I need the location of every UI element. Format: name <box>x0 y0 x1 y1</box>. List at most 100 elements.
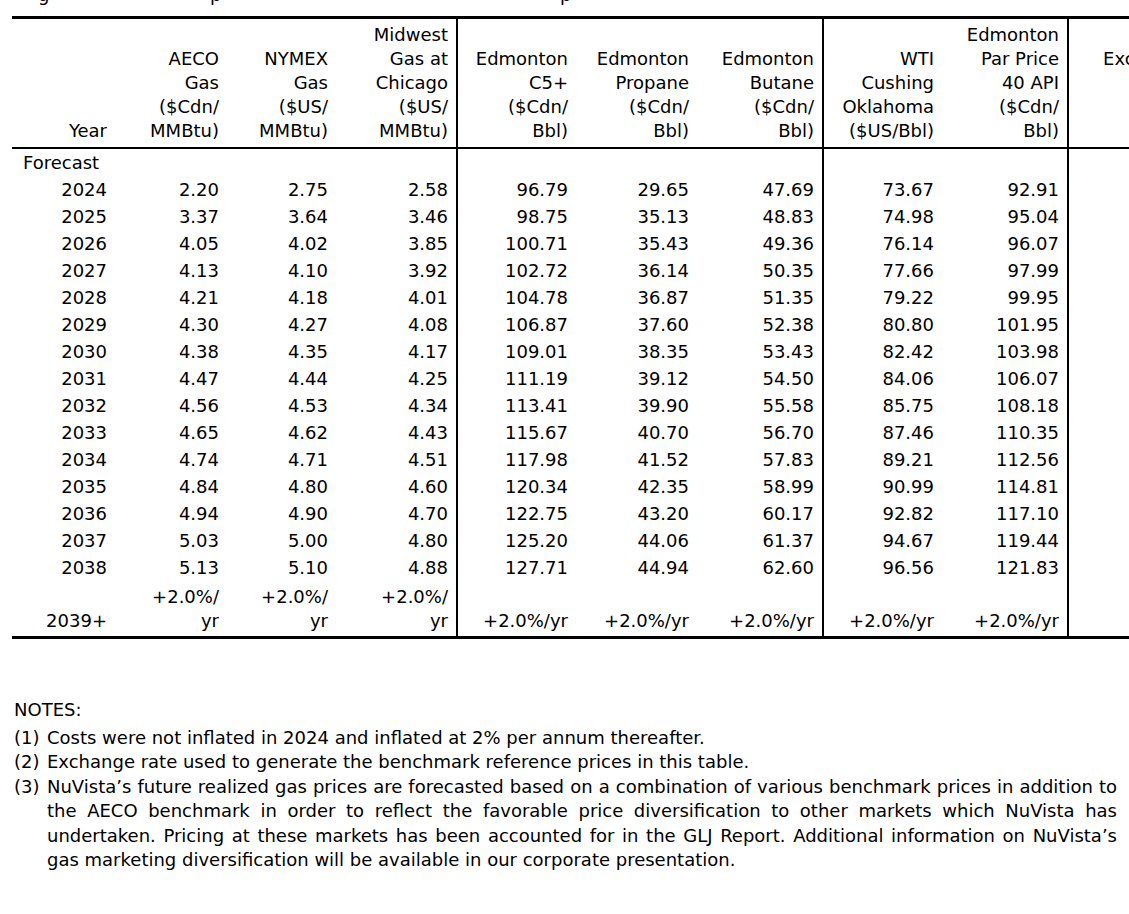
value-cell: 4.38 <box>111 338 227 365</box>
value-cell: 108.18 <box>942 392 1068 419</box>
value-cell: 0.755 <box>1068 419 1129 446</box>
value-cell: 73.67 <box>823 176 942 203</box>
value-cell: +2.0%/yr <box>942 581 1068 638</box>
header-line: ($Cdn/ <box>111 95 219 119</box>
value-cell: 4.47 <box>111 365 227 392</box>
value-cell: 106.07 <box>942 365 1068 392</box>
value-cell: 4.80 <box>336 527 457 554</box>
cropped-glyph: p <box>210 0 221 4</box>
value-cell: 60.17 <box>697 500 823 527</box>
value-cell: 52.38 <box>697 311 823 338</box>
value-cell: 80.80 <box>823 311 942 338</box>
header-line: Midwest <box>336 23 448 47</box>
value-cell <box>1068 148 1129 176</box>
year-cell: 2033 <box>12 419 111 446</box>
value-cell: 4.51 <box>336 446 457 473</box>
value-cell: 4.84 <box>111 473 227 500</box>
value-cell: 2.75 <box>227 176 336 203</box>
terminal-growth-row: 2039++2.0%/ yr+2.0%/ yr+2.0%/ yr+2.0%/yr… <box>12 581 1129 638</box>
note-item-2: (2) Exchange rate used to generate the b… <box>14 750 1117 775</box>
value-cell: 101.95 <box>942 311 1068 338</box>
value-cell: 3.46 <box>336 203 457 230</box>
value-cell: 4.43 <box>336 419 457 446</box>
header-line: 40 API <box>942 71 1059 95</box>
value-cell: 5.13 <box>111 554 227 581</box>
value-cell: 4.13 <box>111 257 227 284</box>
value-cell: 99.95 <box>942 284 1068 311</box>
value-cell: 37.60 <box>576 311 697 338</box>
value-cell: 49.36 <box>697 230 823 257</box>
table-row: 20253.373.643.4698.7535.1348.8374.9895.0… <box>12 203 1129 230</box>
year-cell: 2034 <box>12 446 111 473</box>
note-text: NuVista’s future realized gas prices are… <box>47 775 1117 873</box>
year-cell: Forecast <box>12 148 111 176</box>
value-cell: 0.755 <box>1068 284 1129 311</box>
value-cell: +2.0%/ yr <box>111 581 227 638</box>
header-line: Bbl) <box>697 119 814 143</box>
value-cell: 5.03 <box>111 527 227 554</box>
cropped-glyph: g <box>38 0 49 4</box>
value-cell: 0.755 <box>1068 581 1129 638</box>
header-line: Chicago <box>336 71 448 95</box>
value-cell: 0.755 <box>1068 446 1129 473</box>
header-line: Gas <box>111 71 219 95</box>
value-cell <box>111 148 227 176</box>
value-cell: 0.755 <box>1068 311 1129 338</box>
note-item-1: (1) Costs were not inflated in 2024 and … <box>14 726 1117 751</box>
value-cell: 4.60 <box>336 473 457 500</box>
value-cell: 53.43 <box>697 338 823 365</box>
table-row: 20354.844.804.60120.3442.3558.9990.99114… <box>12 473 1129 500</box>
header-line: Bbl) <box>458 119 568 143</box>
table-row: 20344.744.714.51117.9841.5257.8389.21112… <box>12 446 1129 473</box>
year-cell: 2026 <box>12 230 111 257</box>
year-cell: 2032 <box>12 392 111 419</box>
value-cell: 29.65 <box>576 176 697 203</box>
forecast-label-row: Forecast <box>12 148 1129 176</box>
table-body: Forecast20242.202.752.5896.7929.6547.697… <box>12 148 1129 638</box>
value-cell: 114.81 <box>942 473 1068 500</box>
notes-section: NOTES: (1) Costs were not inflated in 20… <box>14 698 1117 873</box>
value-cell: 97.99 <box>942 257 1068 284</box>
cropped-text-remnant: g p p <box>0 0 1129 6</box>
value-cell: 112.56 <box>942 446 1068 473</box>
value-cell: 4.30 <box>111 311 227 338</box>
value-cell: 0.755 <box>1068 554 1129 581</box>
value-cell: 115.67 <box>457 419 576 446</box>
header-line: Gas at <box>336 47 448 71</box>
header-line: Edmonton <box>576 47 689 71</box>
header-line: Year <box>12 119 107 143</box>
value-cell: 57.83 <box>697 446 823 473</box>
value-cell: 39.90 <box>576 392 697 419</box>
header-line: Edmonton <box>458 47 568 71</box>
table-row: 20304.384.354.17109.0138.3553.4382.42103… <box>12 338 1129 365</box>
column-header-edmonton-par-price-40-api: EdmontonPar Price40 API($Cdn/Bbl) <box>942 18 1068 149</box>
value-cell: 55.58 <box>697 392 823 419</box>
value-cell: 110.35 <box>942 419 1068 446</box>
year-cell: 2039+ <box>12 581 111 638</box>
value-cell: 0.755 <box>1068 365 1129 392</box>
value-cell: 58.99 <box>697 473 823 500</box>
value-cell: 4.88 <box>336 554 457 581</box>
header-line: Edmonton <box>697 47 814 71</box>
value-cell: 4.65 <box>111 419 227 446</box>
value-cell: 96.07 <box>942 230 1068 257</box>
year-cell: 2027 <box>12 257 111 284</box>
value-cell: 5.10 <box>227 554 336 581</box>
value-cell: 4.56 <box>111 392 227 419</box>
column-header-edmonton-c5-plus: EdmontonC5+($Cdn/Bbl) <box>457 18 576 149</box>
value-cell: 4.94 <box>111 500 227 527</box>
header-line: Gas <box>227 71 328 95</box>
value-cell: 4.44 <box>227 365 336 392</box>
column-header-midwest-gas-chicago: MidwestGas atChicago($US/MMBtu) <box>336 18 457 149</box>
value-cell: 98.75 <box>457 203 576 230</box>
value-cell: 92.82 <box>823 500 942 527</box>
year-cell: 2031 <box>12 365 111 392</box>
header-line: Bbl) <box>942 119 1059 143</box>
value-cell: 82.42 <box>823 338 942 365</box>
value-cell: 0.755 <box>1068 392 1129 419</box>
value-cell: 111.19 <box>457 365 576 392</box>
value-cell: 104.78 <box>457 284 576 311</box>
cropped-glyph: p <box>560 0 571 4</box>
value-cell <box>823 148 942 176</box>
table-row: 20314.474.444.25111.1939.1254.5084.06106… <box>12 365 1129 392</box>
